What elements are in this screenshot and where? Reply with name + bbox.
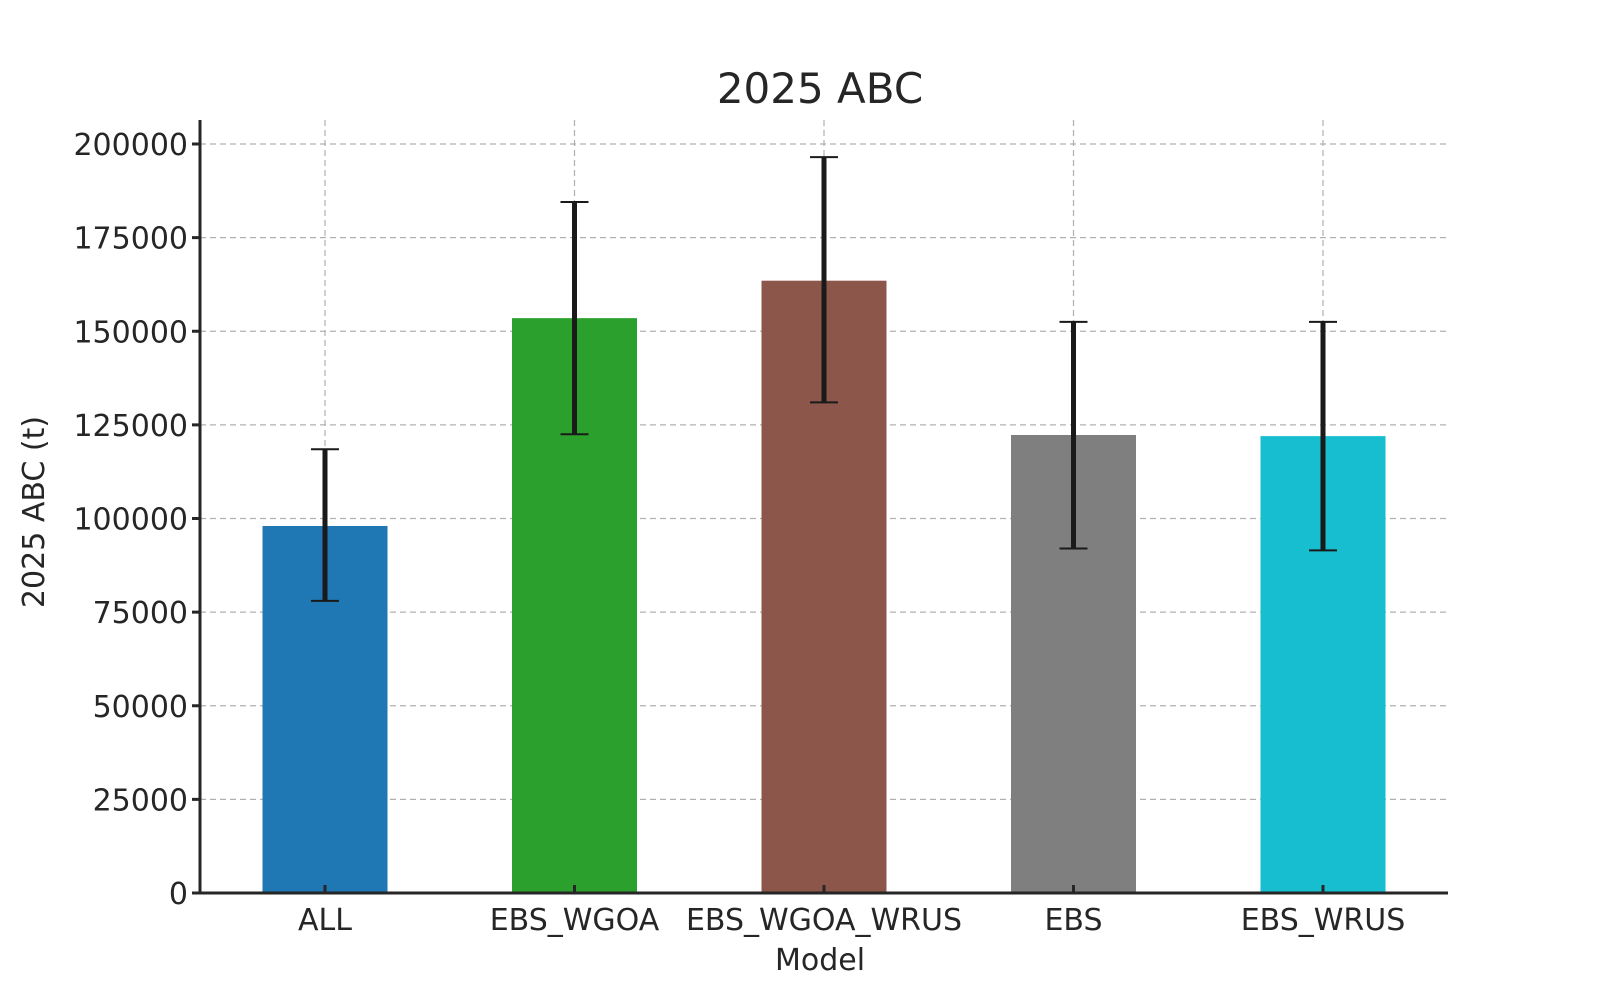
x-tick-label: EBS [1044, 903, 1102, 938]
x-tick-label: EBS_WGOA [490, 903, 660, 938]
y-tick-label: 200000 [73, 128, 188, 163]
x-tick-label: EBS_WGOA_WRUS [686, 903, 962, 938]
bars [262, 280, 1386, 894]
x-axis-label: Model [775, 943, 865, 978]
y-tick-label: 100000 [73, 503, 188, 538]
error-bars [311, 156, 1337, 602]
labels: 0 25000 50000 75000 100000 125000 150000 175000… [73, 128, 1405, 938]
chart-title: 2025 ABC [717, 64, 923, 113]
x-tick-label: ALL [298, 903, 352, 938]
y-tick-label: 150000 [73, 315, 188, 350]
y-tick-label: 75000 [93, 596, 188, 631]
y-tick-label: 50000 [93, 690, 188, 725]
y-tick-label: 25000 [93, 783, 188, 818]
axes [192, 120, 1448, 895]
y-tick-label: 175000 [73, 222, 188, 257]
y-tick-label: 125000 [73, 409, 188, 444]
x-tick-label: EBS_WRUS [1241, 903, 1406, 938]
y-axis-label: 2025 ABC (t) [17, 416, 52, 608]
y-tick-label: 0 [169, 877, 188, 912]
